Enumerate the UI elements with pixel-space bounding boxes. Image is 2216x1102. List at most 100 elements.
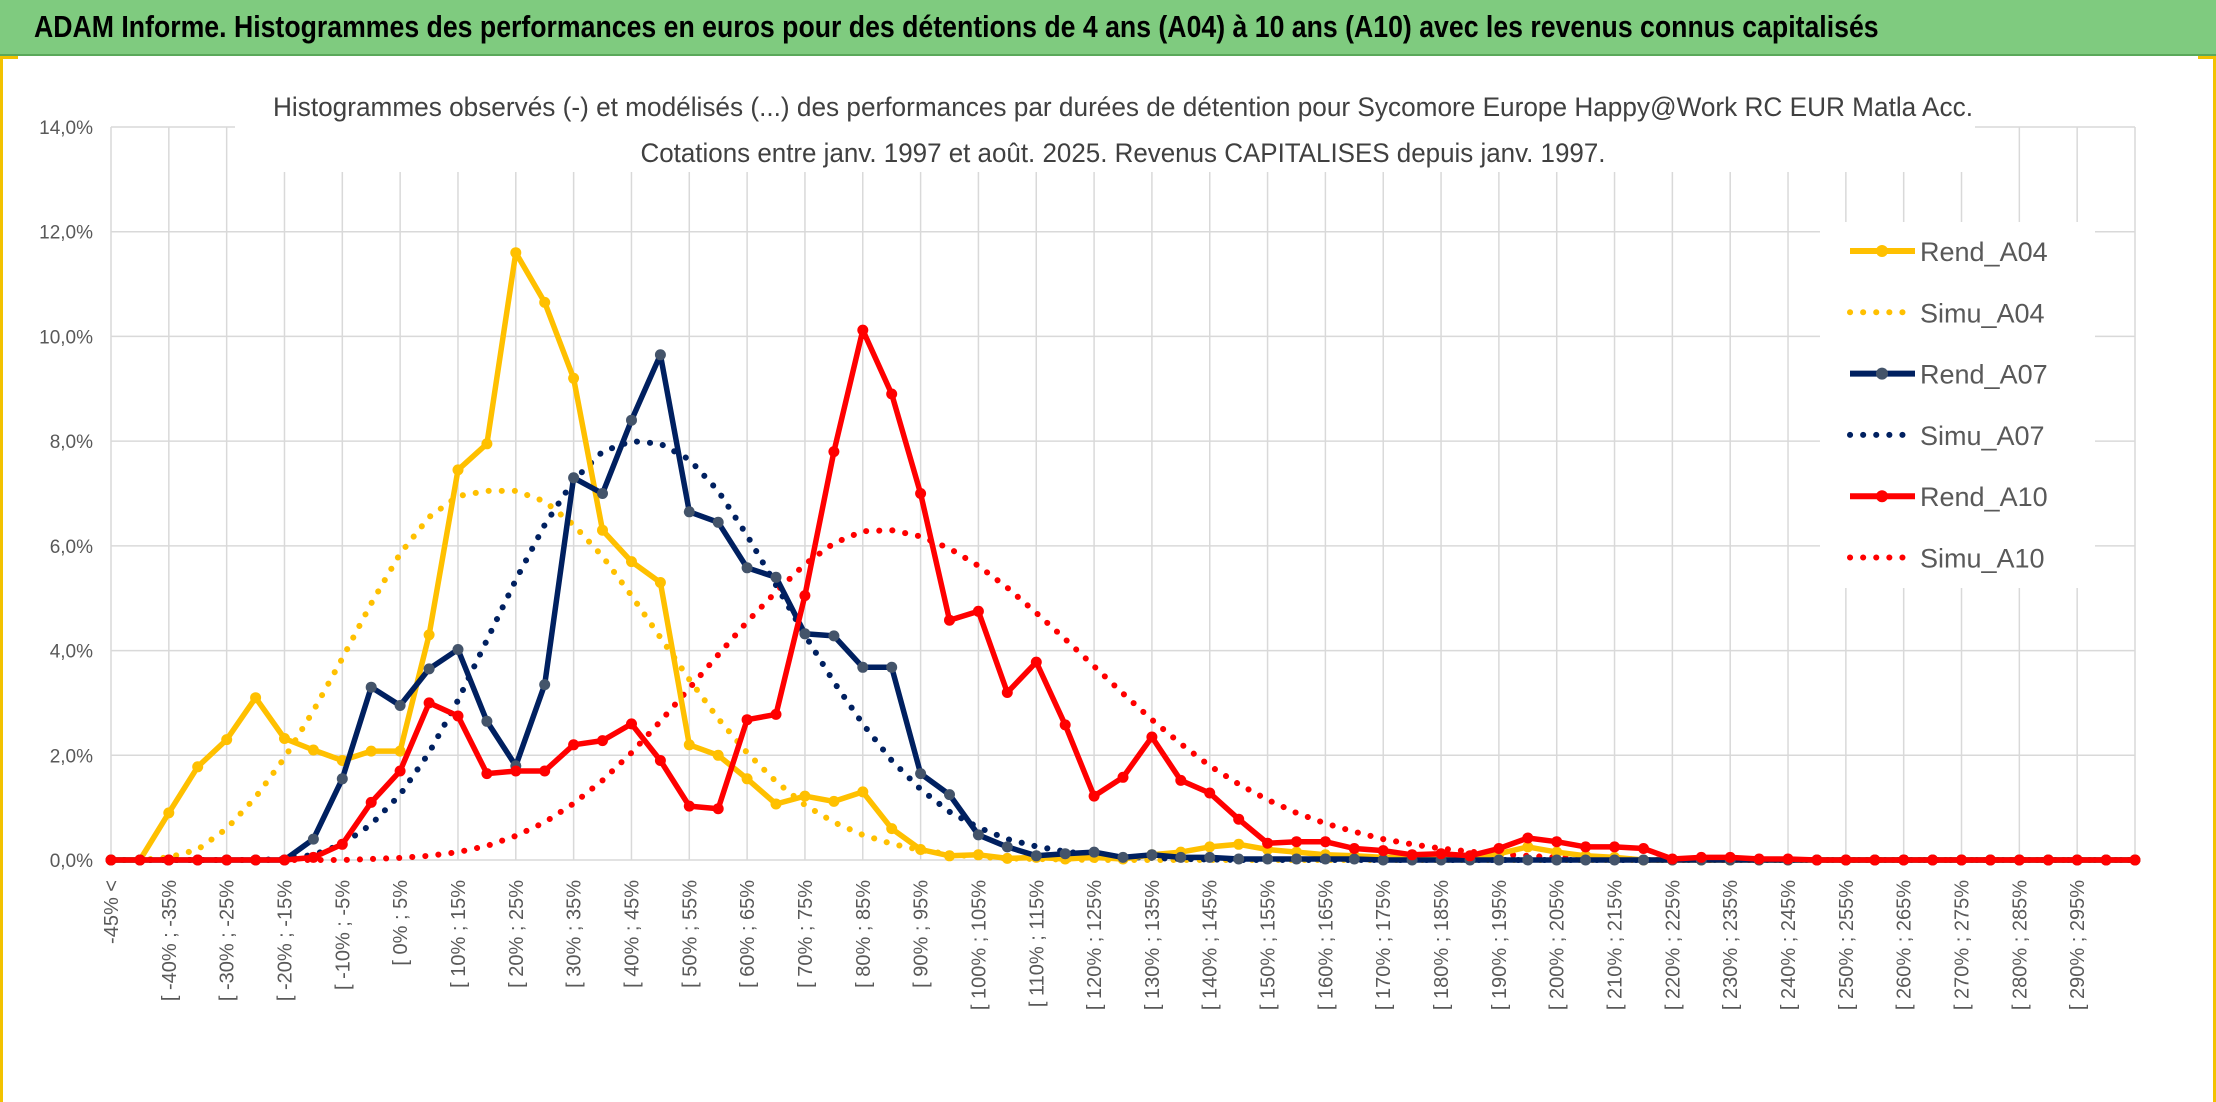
data-point (944, 789, 955, 801)
data-point (1782, 853, 1794, 865)
data-point (423, 697, 435, 709)
data-point (683, 800, 695, 812)
x-tick-label: [ 140% ; 145% (1200, 880, 1222, 1010)
data-point (539, 679, 551, 691)
data-point (1001, 687, 1013, 698)
data-point (626, 718, 637, 730)
data-point (828, 630, 840, 642)
data-point (1001, 841, 1013, 853)
data-point (626, 556, 637, 568)
series-rend-a10 (105, 324, 2141, 866)
x-tick-label: [ 80% ; 85% (853, 880, 875, 988)
data-point (857, 786, 869, 798)
legend-item-rend-a10: Rend_A10 (1850, 482, 2048, 512)
data-point (1840, 854, 1852, 866)
data-point (1175, 774, 1187, 786)
data-point (1348, 843, 1360, 854)
data-point (1233, 838, 1245, 850)
data-point (192, 854, 204, 866)
data-point (307, 833, 319, 845)
y-tick-label: 8,0% (50, 432, 93, 453)
data-point (336, 838, 348, 850)
x-tick-label: [ 20% ; 25% (506, 880, 528, 988)
series-line (108, 527, 2138, 863)
data-point (1233, 853, 1245, 865)
y-tick-label: 14,0% (39, 118, 93, 139)
x-tick-label: [ 210% ; 215% (1605, 880, 1627, 1010)
data-point (654, 349, 666, 361)
data-point (452, 710, 464, 722)
data-point (1117, 851, 1129, 863)
data-point (1580, 854, 1592, 866)
data-point (1522, 854, 1534, 866)
legend-item-simu-a07: Simu_A07 (1847, 421, 2045, 451)
data-point (1580, 841, 1592, 853)
data-point (1609, 841, 1620, 853)
data-point (1464, 850, 1476, 862)
legend-item-simu-a10: Simu_A10 (1847, 544, 2045, 574)
data-point (770, 798, 782, 810)
x-tick-label: [ 50% ; 55% (679, 880, 701, 988)
legend-label: Simu_A10 (1920, 544, 2045, 574)
y-tick-label: 4,0% (50, 642, 93, 663)
data-point (481, 768, 493, 780)
x-tick-label: [ 240% ; 245% (1778, 880, 1800, 1010)
data-point (1001, 852, 1013, 864)
data-point (394, 700, 406, 711)
data-point (163, 807, 175, 819)
data-point (1724, 851, 1736, 863)
data-point (510, 247, 522, 259)
data-point (828, 795, 840, 807)
data-point (944, 850, 955, 862)
data-point (626, 414, 637, 426)
data-point (365, 745, 377, 757)
data-point (1030, 656, 1042, 668)
data-point (1088, 846, 1100, 858)
chart-series (105, 247, 2141, 866)
data-point (134, 854, 146, 866)
data-point (307, 851, 319, 863)
data-point (336, 773, 348, 785)
data-point (972, 849, 984, 861)
data-point (1233, 813, 1245, 825)
data-point (654, 577, 666, 588)
legend-item-rend-a07: Rend_A07 (1850, 360, 2048, 390)
data-point (163, 854, 175, 866)
data-point (568, 372, 580, 384)
data-point (597, 524, 608, 536)
chart-title: Histogrammes observés (-) et modélisés (… (273, 92, 1973, 122)
data-point (568, 472, 580, 484)
y-tick-label: 12,0% (39, 223, 93, 244)
data-point (1059, 719, 1071, 731)
data-point (481, 438, 493, 450)
data-point (1956, 854, 1967, 866)
x-tick-label: [ 0% ; 5% (390, 880, 412, 966)
data-point (510, 765, 522, 777)
data-point (1204, 851, 1216, 863)
data-point (1695, 851, 1707, 863)
data-point (1204, 787, 1216, 799)
data-point (2071, 854, 2083, 866)
data-point (828, 446, 840, 458)
data-point (597, 488, 608, 499)
frame-corner-left (0, 56, 18, 59)
x-tick-label: [ 150% ; 155% (1258, 880, 1280, 1010)
x-tick-label: [ 180% ; 185% (1431, 880, 1453, 1010)
x-tick-label: [ -40% ; -35% (159, 880, 181, 1001)
x-tick-label: [ 280% ; 285% (2009, 880, 2031, 1010)
data-point (2100, 854, 2112, 866)
report-title: ADAM Informe. Histogrammes des performan… (34, 9, 1879, 44)
data-point (1175, 851, 1187, 863)
data-point (1146, 731, 1158, 743)
data-point (857, 661, 869, 673)
data-point (1753, 853, 1765, 865)
data-point (1059, 848, 1071, 860)
x-tick-label: [ 290% ; 295% (2067, 880, 2089, 1010)
data-point (1377, 845, 1389, 857)
x-tick-label: [ 130% ; 135% (1142, 880, 1164, 1010)
data-point (1291, 853, 1302, 865)
data-point (1291, 836, 1302, 848)
data-point (1898, 854, 1910, 866)
data-point (423, 663, 435, 675)
data-point (770, 708, 782, 720)
